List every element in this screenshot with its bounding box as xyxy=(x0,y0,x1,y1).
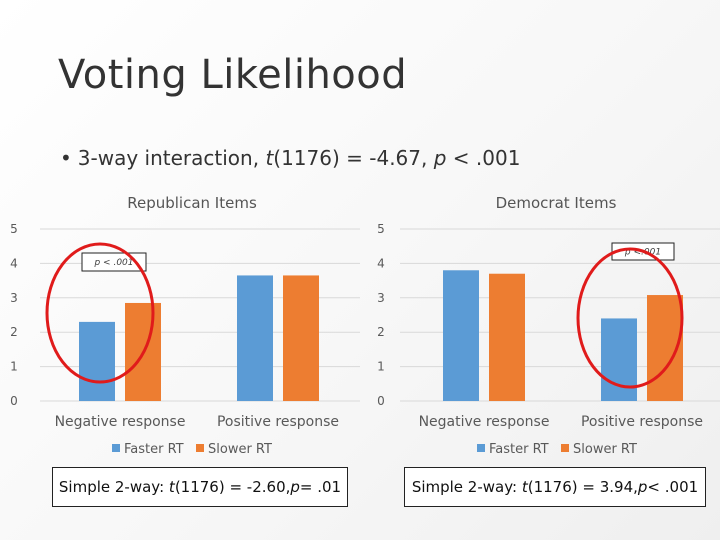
slide-title: Voting Likelihood xyxy=(58,52,408,98)
y-tick-label: 1 xyxy=(377,360,385,374)
p-value-label: p < .001 xyxy=(93,258,133,268)
bar-slower-rt xyxy=(283,275,319,401)
simple-effect-box-democrat: Simple 2-way: t (1176) = 3.94, p < .001 xyxy=(404,467,706,507)
chart-title: Democrat Items xyxy=(496,194,617,212)
simple-suffix: = .01 xyxy=(299,478,342,496)
legend-swatch xyxy=(561,444,569,452)
simple-p-symbol: p xyxy=(290,478,300,496)
simple-mid: (1176) = -2.60, xyxy=(174,478,291,496)
legend-label: Slower RT xyxy=(208,442,272,457)
highlight-circle xyxy=(45,242,155,384)
bar-faster-rt xyxy=(79,321,115,401)
bar-faster-rt xyxy=(601,318,637,401)
y-tick-label: 3 xyxy=(377,291,385,305)
legend-swatch xyxy=(112,444,120,452)
y-tick-label: 5 xyxy=(10,222,18,236)
legend-label: Faster RT xyxy=(124,442,184,457)
highlight-circle xyxy=(576,247,684,389)
bullet-mid: (1176) = -4.67, xyxy=(273,146,434,170)
simple-effect-box-republican: Simple 2-way: t (1176) = -2.60, p = .01 xyxy=(52,467,348,507)
y-tick-label: 2 xyxy=(10,325,18,339)
y-tick-label: 4 xyxy=(377,256,385,270)
x-category-label: Positive response xyxy=(581,414,703,430)
simple-t-symbol: t xyxy=(521,478,528,496)
legend-label: Faster RT xyxy=(489,442,549,457)
simple-p-symbol: p xyxy=(637,478,648,496)
bullet-t-symbol: t xyxy=(265,146,274,170)
y-tick-label: 2 xyxy=(377,325,385,339)
bar-faster-rt xyxy=(237,275,273,401)
simple-mid: (1176) = 3.94, xyxy=(527,478,638,496)
simple-suffix: < .001 xyxy=(647,478,699,496)
bullet-dot: • xyxy=(60,146,72,170)
x-category-label: Positive response xyxy=(217,414,339,430)
y-tick-label: 5 xyxy=(377,222,385,236)
simple-t-symbol: t xyxy=(168,478,175,496)
p-value-label: p <.001 xyxy=(624,248,661,258)
bar-faster-rt xyxy=(443,270,479,401)
simple-prefix: Simple 2-way: xyxy=(58,478,165,496)
legend-label: Slower RT xyxy=(573,442,637,457)
bullet-prefix: 3-way interaction, xyxy=(77,146,266,170)
legend-swatch xyxy=(477,444,485,452)
simple-prefix: Simple 2-way: xyxy=(411,478,518,496)
bullet-suffix: < .001 xyxy=(446,146,521,170)
y-tick-label: 0 xyxy=(10,394,18,408)
x-category-label: Negative response xyxy=(55,414,186,430)
legend-swatch xyxy=(196,444,204,452)
interaction-bullet: • 3-way interaction, t(1176) = -4.67, p <… xyxy=(60,146,520,170)
chart-title: Republican Items xyxy=(127,194,257,212)
bullet-p-symbol: p xyxy=(433,146,447,170)
y-tick-label: 1 xyxy=(10,360,18,374)
x-category-label: Negative response xyxy=(419,414,550,430)
y-tick-label: 4 xyxy=(10,256,18,270)
bar-slower-rt xyxy=(489,273,525,401)
y-tick-label: 3 xyxy=(10,291,18,305)
y-tick-label: 0 xyxy=(377,394,385,408)
